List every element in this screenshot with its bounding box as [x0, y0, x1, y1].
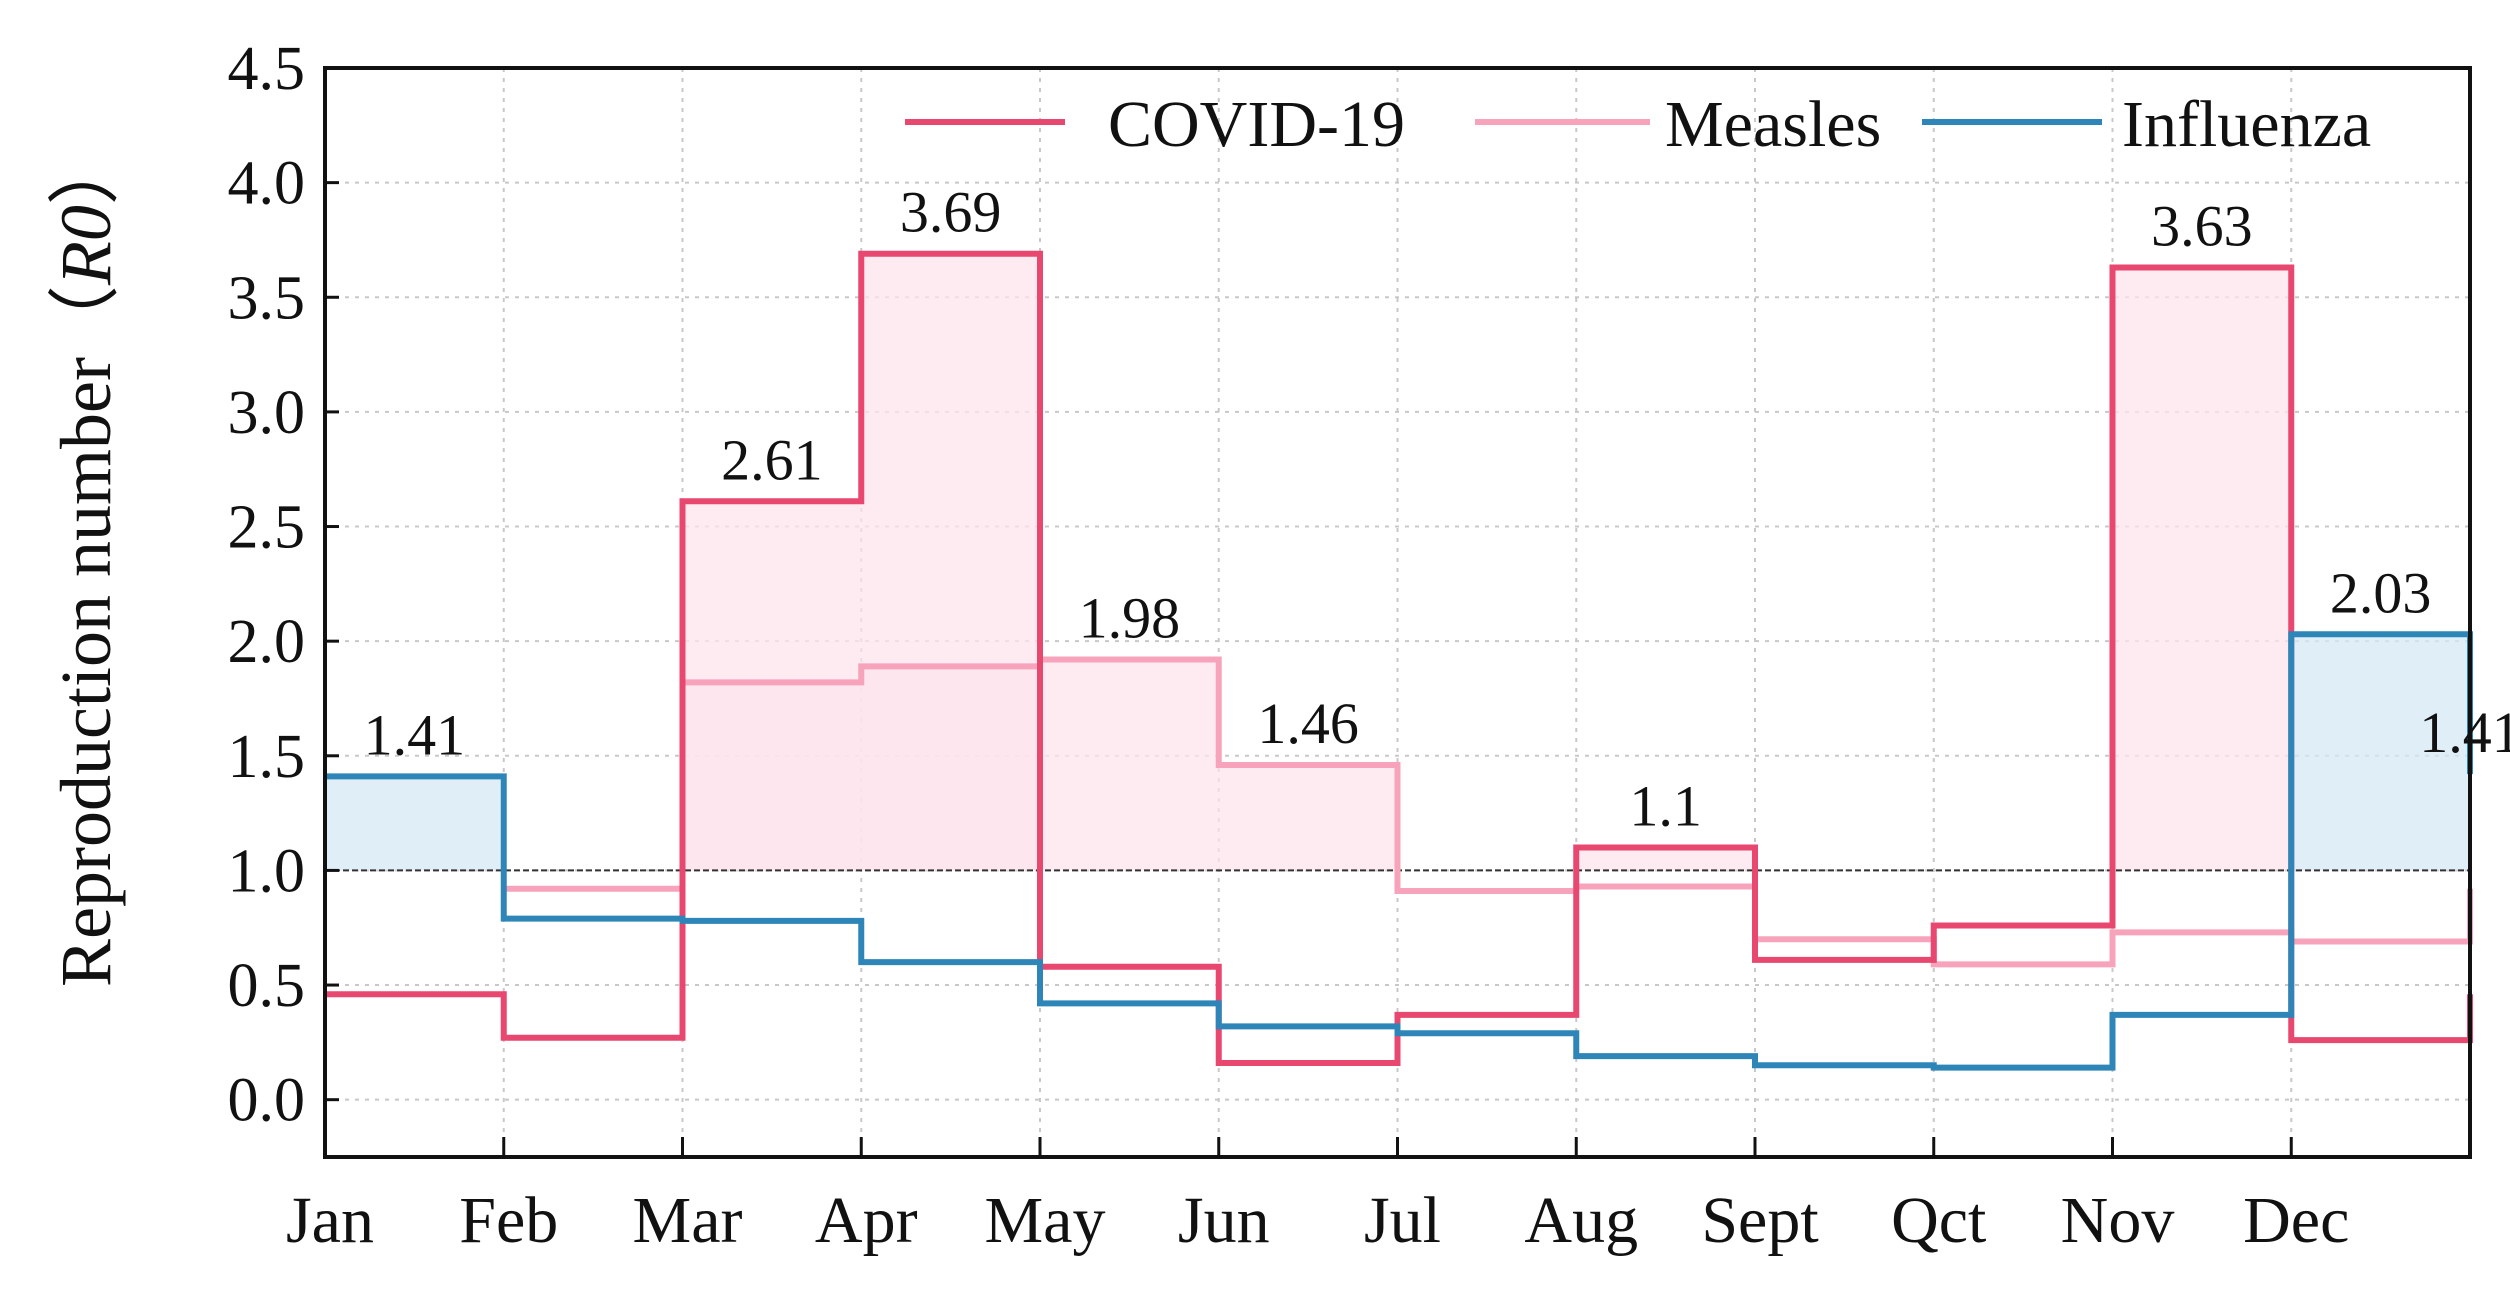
- y-axis-title-paren-close: ）: [46, 133, 126, 205]
- data-label: 3.63: [2151, 193, 2253, 258]
- fill-covid-19: [1576, 847, 1755, 871]
- data-label: 3.69: [900, 180, 1002, 245]
- fill-covid-19: [2112, 267, 2292, 871]
- y-tick-label: 0.0: [228, 1067, 306, 1135]
- y-axis-title-paren-open: （: [46, 285, 126, 357]
- x-tick-label: Sept: [1701, 1184, 1818, 1257]
- x-tick-label: Aug: [1524, 1184, 1638, 1257]
- y-axis-title-symbol: R0: [46, 205, 126, 286]
- x-tick-label: Dec: [2243, 1184, 2349, 1257]
- x-tick-label: Qct: [1891, 1184, 1986, 1257]
- fill-measles: [682, 682, 862, 871]
- y-tick-label: 4.0: [228, 150, 306, 218]
- series-line-covid-19: [325, 250, 2473, 1066]
- legend-label-covid-19: COVID-19: [1108, 88, 1405, 161]
- y-axis-title: Reproduction number（R0）: [46, 133, 126, 987]
- legend-layer: COVID-19 Measles Influenza: [905, 88, 2371, 161]
- axes-layer: [323, 66, 2472, 1159]
- x-tick-label: Jun: [1178, 1184, 1270, 1257]
- y-tick-label: 1.5: [228, 723, 306, 791]
- data-label: 1.98: [1079, 585, 1181, 650]
- data-label: 1.41: [2419, 700, 2510, 765]
- fill-layer: [325, 253, 2470, 871]
- data-label: 2.03: [2330, 560, 2432, 625]
- fill-influenza: [2291, 634, 2470, 871]
- legend-label-measles: Measles: [1665, 88, 1881, 161]
- x-tick-label: Mar: [633, 1184, 743, 1257]
- x-tick-label: Jul: [1364, 1184, 1441, 1257]
- fill-influenza: [325, 776, 504, 871]
- x-tick-label: May: [985, 1184, 1106, 1257]
- legend-label-influenza: Influenza: [2122, 88, 2371, 161]
- x-tick-label: Nov: [2061, 1184, 2175, 1257]
- line-layer: [325, 250, 2473, 1071]
- data-label: 2.61: [721, 427, 823, 492]
- y-tick-label: 4.5: [228, 35, 306, 103]
- fill-measles: [1040, 659, 1219, 871]
- y-tick-label: 1.0: [228, 837, 306, 905]
- y-tick-label: 3.0: [228, 379, 306, 447]
- fill-measles: [1218, 764, 1398, 871]
- y-tick-label: 2.5: [228, 494, 306, 562]
- x-tick-label: Apr: [815, 1184, 918, 1257]
- data-label: 1.41: [364, 702, 466, 767]
- series-line-influenza: [325, 631, 2473, 1071]
- y-tick-label: 2.0: [228, 608, 306, 676]
- label-layer: 0.0 0.5 1.0 1.5 2.0 2.5 3.0 3.5 4.0 4.5 Jan Feb Mar A…: [228, 35, 2510, 1257]
- x-tick-label: Feb: [459, 1184, 558, 1257]
- fill-measles: [861, 666, 1040, 871]
- y-tick-label: 0.5: [228, 952, 306, 1020]
- y-tick-label: 3.5: [228, 264, 306, 332]
- data-label: 1.46: [1257, 691, 1359, 756]
- x-tick-label: Jan: [286, 1184, 374, 1257]
- y-axis-title-text: Reproduction number: [46, 357, 126, 987]
- data-label: 1.1: [1629, 773, 1702, 838]
